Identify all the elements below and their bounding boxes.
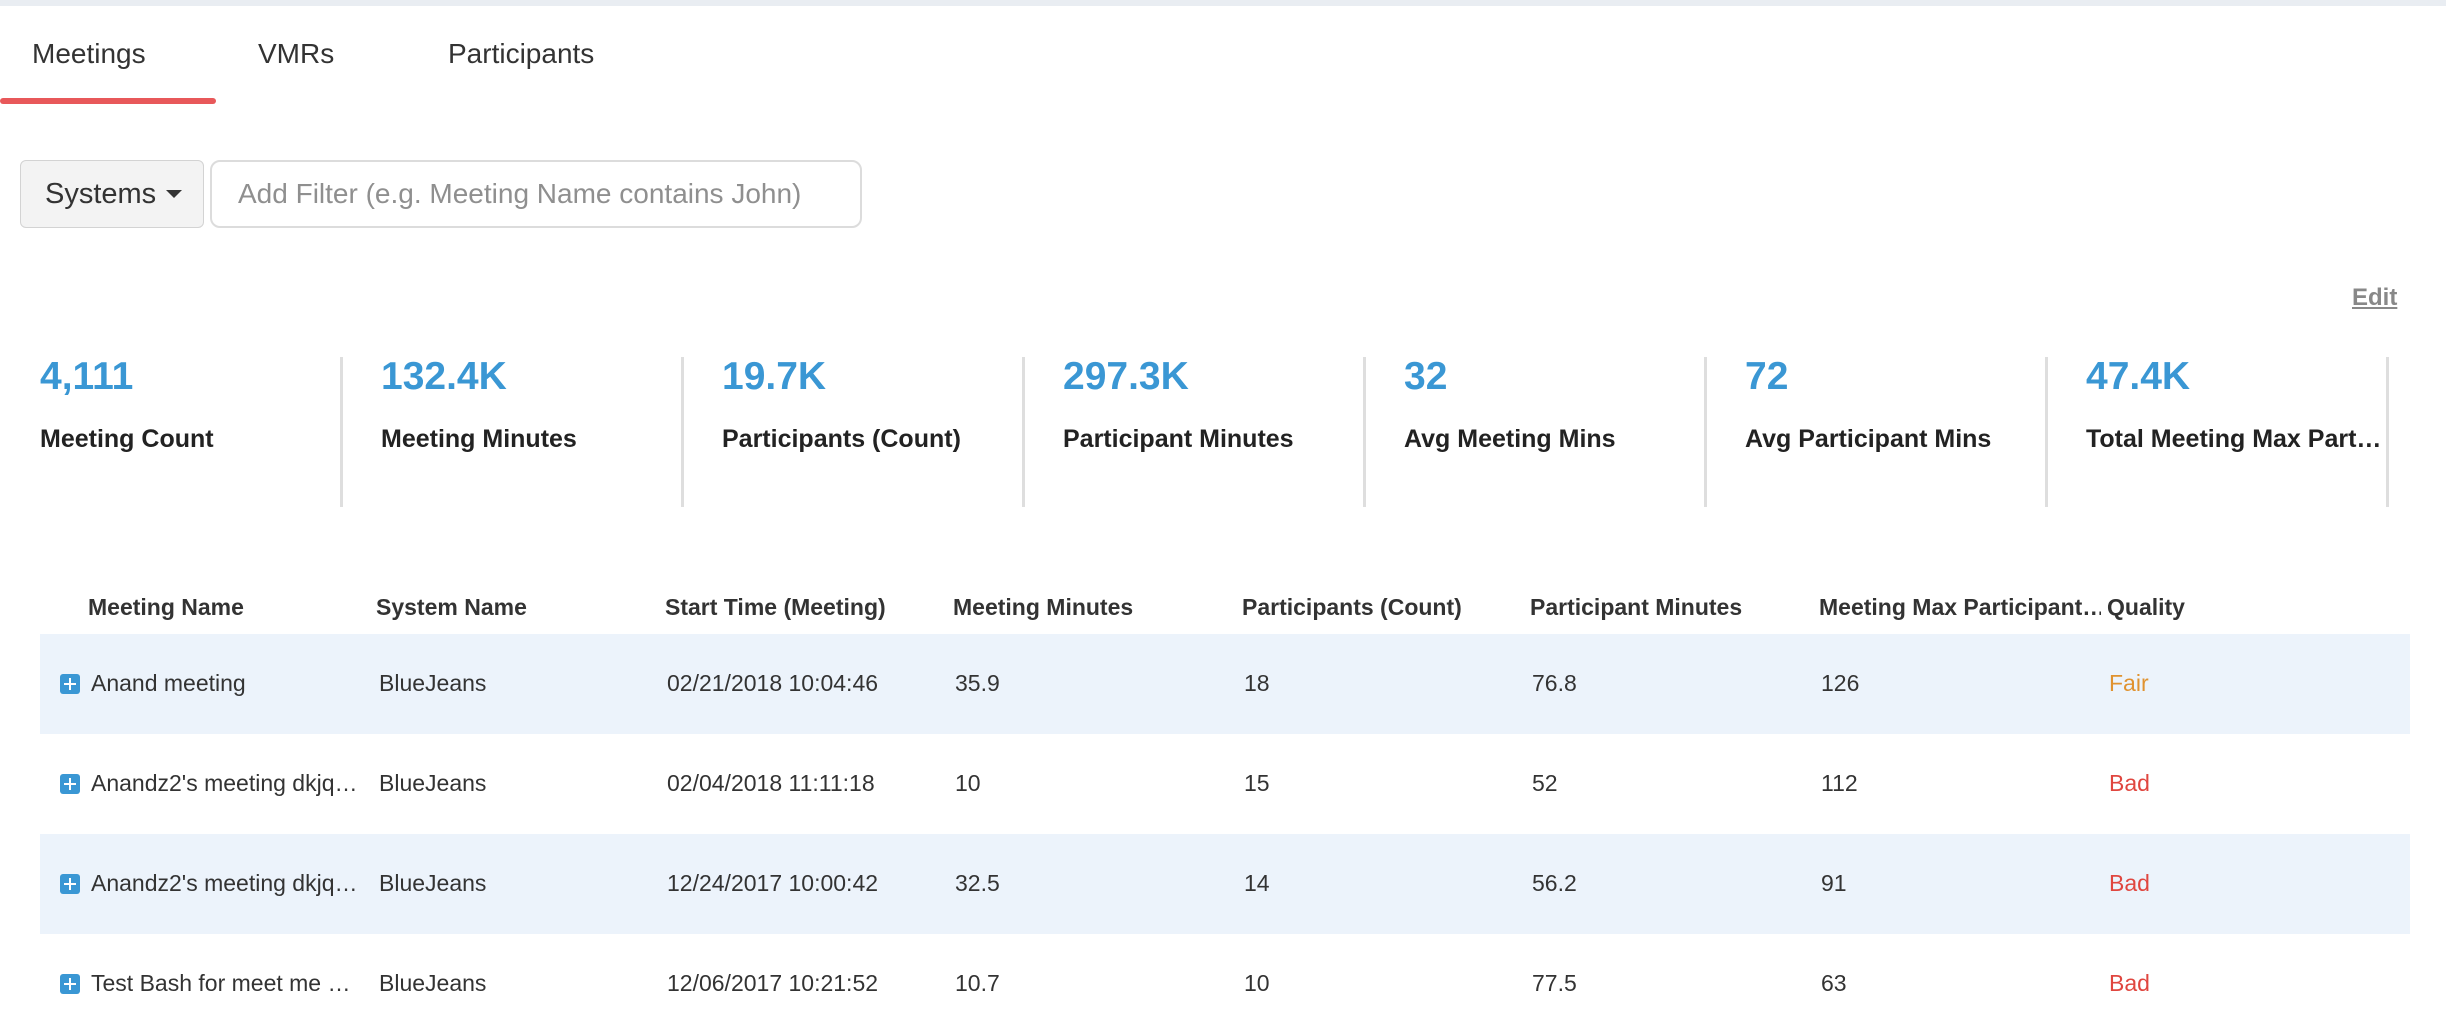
kpi-value: 47.4K (2086, 355, 2191, 398)
cell-meeting-name: Test Bash for meet me 2.… (91, 970, 361, 996)
caret-down-icon (166, 190, 183, 198)
cell-meeting-minutes: 10.7 (955, 970, 1000, 996)
cell-participants-count: 15 (1244, 770, 1270, 796)
kpi-divider (2045, 357, 2048, 507)
cell-quality: Bad (2109, 970, 2150, 996)
expand-plus-icon[interactable] (60, 874, 80, 894)
column-header-participants-count[interactable]: Participants (Count) (1242, 594, 1462, 620)
table-row[interactable]: Anandz2's meeting dkjqd… BlueJeans 12/24… (40, 834, 2410, 934)
cell-participants-count: 10 (1244, 970, 1270, 996)
cell-start-time: 12/24/2017 10:00:42 (667, 870, 879, 896)
kpi-label: Meeting Count (40, 425, 214, 453)
column-header-meeting-max-participants[interactable]: Meeting Max Participant… (1819, 594, 2101, 620)
cell-max-participants: 63 (1821, 970, 1847, 996)
add-filter-input[interactable] (210, 160, 862, 228)
column-header-system-name[interactable]: System Name (376, 594, 527, 620)
kpi-divider (1363, 357, 1366, 507)
kpi-label: Participants (Count) (722, 425, 961, 453)
cell-meeting-name: Anandz2's meeting dkjqd… (91, 770, 361, 796)
cell-system-name: BlueJeans (379, 970, 487, 996)
kpi-label: Participant Minutes (1063, 425, 1294, 453)
column-header-participant-minutes[interactable]: Participant Minutes (1530, 594, 1743, 620)
kpi-label: Meeting Minutes (381, 425, 577, 453)
kpi-value: 19.7K (722, 355, 827, 398)
cell-max-participants: 91 (1821, 870, 1847, 896)
cell-quality: Bad (2109, 770, 2150, 796)
tab-bar: Meetings VMRs Participants (0, 6, 2446, 104)
edit-link[interactable]: Edit (2352, 284, 2398, 311)
kpi-strip: 4,111 Meeting Count 132.4K Meeting Minut… (0, 355, 2446, 510)
cell-quality: Bad (2109, 870, 2150, 896)
systems-label: Systems (45, 177, 157, 210)
tab-vmrs[interactable]: VMRs (258, 38, 335, 69)
cell-meeting-name: Anandz2's meeting dkjqd… (91, 870, 361, 896)
kpi-divider (340, 357, 343, 507)
table-row[interactable]: Anandz2's meeting dkjqd… BlueJeans 02/04… (40, 734, 2410, 834)
cell-max-participants: 112 (1821, 770, 1858, 796)
kpi-value: 4,111 (40, 355, 134, 398)
systems-dropdown-button[interactable]: Systems (20, 160, 204, 228)
expand-plus-icon[interactable] (60, 774, 80, 794)
kpi-label: Avg Participant Mins (1745, 425, 1992, 453)
cell-start-time: 12/06/2017 10:21:52 (667, 970, 879, 996)
meetings-table: Meeting Name System Name Start Time (Mee… (40, 572, 2410, 1032)
kpi-divider (1022, 357, 1025, 507)
kpi-value: 132.4K (381, 355, 507, 398)
tab-meetings[interactable]: Meetings (0, 6, 216, 104)
cell-start-time: 02/21/2018 10:04:46 (667, 670, 879, 696)
column-header-quality[interactable]: Quality (2107, 594, 2185, 620)
cell-participant-minutes: 77.5 (1532, 970, 1577, 996)
cell-max-participants: 126 (1821, 670, 1860, 696)
column-header-meeting-minutes[interactable]: Meeting Minutes (953, 594, 1134, 620)
cell-system-name: BlueJeans (379, 770, 487, 796)
cell-participants-count: 18 (1244, 670, 1270, 696)
cell-meeting-minutes: 35.9 (955, 670, 1000, 696)
cell-participants-count: 14 (1244, 870, 1270, 896)
cell-participant-minutes: 76.8 (1532, 670, 1577, 696)
kpi-value: 297.3K (1063, 355, 1189, 398)
cell-meeting-minutes: 32.5 (955, 870, 1000, 896)
cell-participant-minutes: 52 (1532, 770, 1558, 796)
top-border (0, 0, 2446, 6)
cell-participant-minutes: 56.2 (1532, 870, 1577, 896)
table-row[interactable]: Test Bash for meet me 2.… BlueJeans 12/0… (40, 934, 2410, 1032)
tab-participants[interactable]: Participants (448, 38, 595, 69)
table-header: Meeting Name System Name Start Time (Mee… (40, 572, 2410, 634)
cell-system-name: BlueJeans (379, 670, 487, 696)
column-header-meeting-name[interactable]: Meeting Name (88, 594, 244, 620)
kpi-divider (1704, 357, 1707, 507)
kpi-value: 32 (1404, 355, 1448, 398)
cell-system-name: BlueJeans (379, 870, 487, 896)
expand-plus-icon[interactable] (60, 674, 80, 694)
cell-meeting-minutes: 10 (955, 770, 981, 796)
column-header-start-time[interactable]: Start Time (Meeting) (665, 594, 886, 620)
kpi-label: Total Meeting Max Part… (2086, 425, 2382, 453)
kpi-label: Avg Meeting Mins (1404, 425, 1616, 453)
cell-quality: Fair (2109, 670, 2149, 696)
cell-start-time: 02/04/2018 11:11:18 (667, 770, 875, 796)
kpi-value: 72 (1745, 355, 1789, 398)
table-row[interactable]: Anand meeting BlueJeans 02/21/2018 10:04… (40, 634, 2410, 734)
kpi-divider (2386, 357, 2389, 507)
expand-plus-icon[interactable] (60, 974, 80, 994)
kpi-divider (681, 357, 684, 507)
cell-meeting-name: Anand meeting (91, 670, 246, 696)
